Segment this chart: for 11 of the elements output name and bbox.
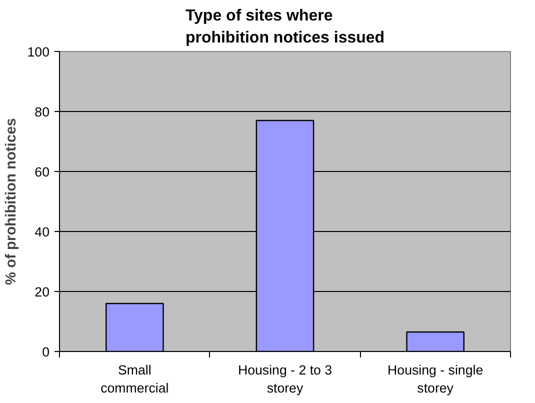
x-tick-label: Housing - 2 to 3 storey — [238, 362, 332, 396]
y-tick-label: 20 — [34, 284, 50, 300]
y-tick-label: 60 — [34, 164, 50, 180]
y-tick-label: 80 — [34, 104, 50, 120]
y-axis-title: % of prohibition notices — [3, 118, 20, 285]
y-tick-label: 0 — [42, 344, 50, 360]
x-tick-label: Small commercial — [100, 362, 169, 396]
y-tick-label: 100 — [27, 44, 50, 60]
y-tick-label: 40 — [34, 224, 50, 240]
chart-title: Type of sites where prohibition notices issued — [185, 7, 385, 46]
x-tick-label: Housing - single storey — [388, 362, 484, 396]
